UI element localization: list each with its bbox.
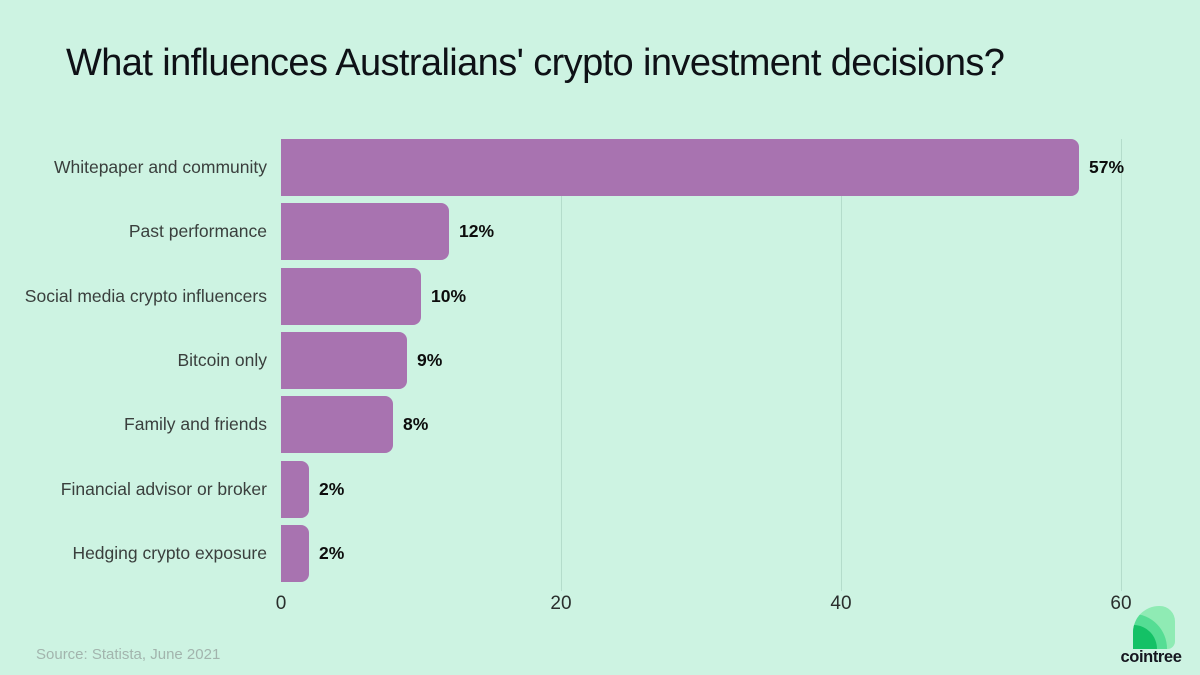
bar [281, 460, 309, 518]
x-tick-label-0: 0 [275, 593, 287, 614]
brand-name: cointree [1120, 648, 1182, 666]
bar-value-label: 8% [403, 414, 429, 435]
category-label: Whitepaper and community [53, 157, 267, 177]
bar-value-label: 12% [459, 221, 495, 242]
bar-value-label: 2% [319, 542, 345, 563]
chart-title: What influences Australians' crypto inve… [66, 42, 1005, 84]
bar [281, 203, 449, 261]
x-tick-label-20: 20 [550, 593, 572, 614]
bar [281, 396, 393, 454]
cointree-leaf-icon [1133, 606, 1175, 649]
x-tick-label-40: 40 [830, 593, 852, 614]
category-label: Hedging crypto exposure [72, 542, 267, 563]
bar-value-label: 10% [431, 285, 467, 306]
bar-value-label: 9% [417, 349, 443, 370]
category-label: Past performance [128, 221, 267, 242]
gridline-x-20 [561, 139, 562, 591]
category-label: Social media crypto influencers [24, 285, 267, 306]
category-label: Bitcoin only [177, 349, 268, 370]
brand-logo: cointree [1116, 606, 1186, 667]
gridline-x-60 [1121, 139, 1122, 591]
bar [281, 267, 421, 325]
bar [281, 139, 1079, 196]
source-note: Source: Statista, June 2021 [36, 646, 221, 663]
category-label: Financial advisor or broker [60, 478, 267, 499]
category-label: Family and friends [124, 414, 267, 435]
bar [281, 524, 309, 582]
bar [281, 331, 407, 389]
gridline-x-40 [841, 139, 842, 591]
bar-value-label: 57% [1089, 157, 1125, 177]
bar-value-label: 2% [319, 478, 345, 499]
x-tick-label-60: 60 [1110, 593, 1132, 614]
